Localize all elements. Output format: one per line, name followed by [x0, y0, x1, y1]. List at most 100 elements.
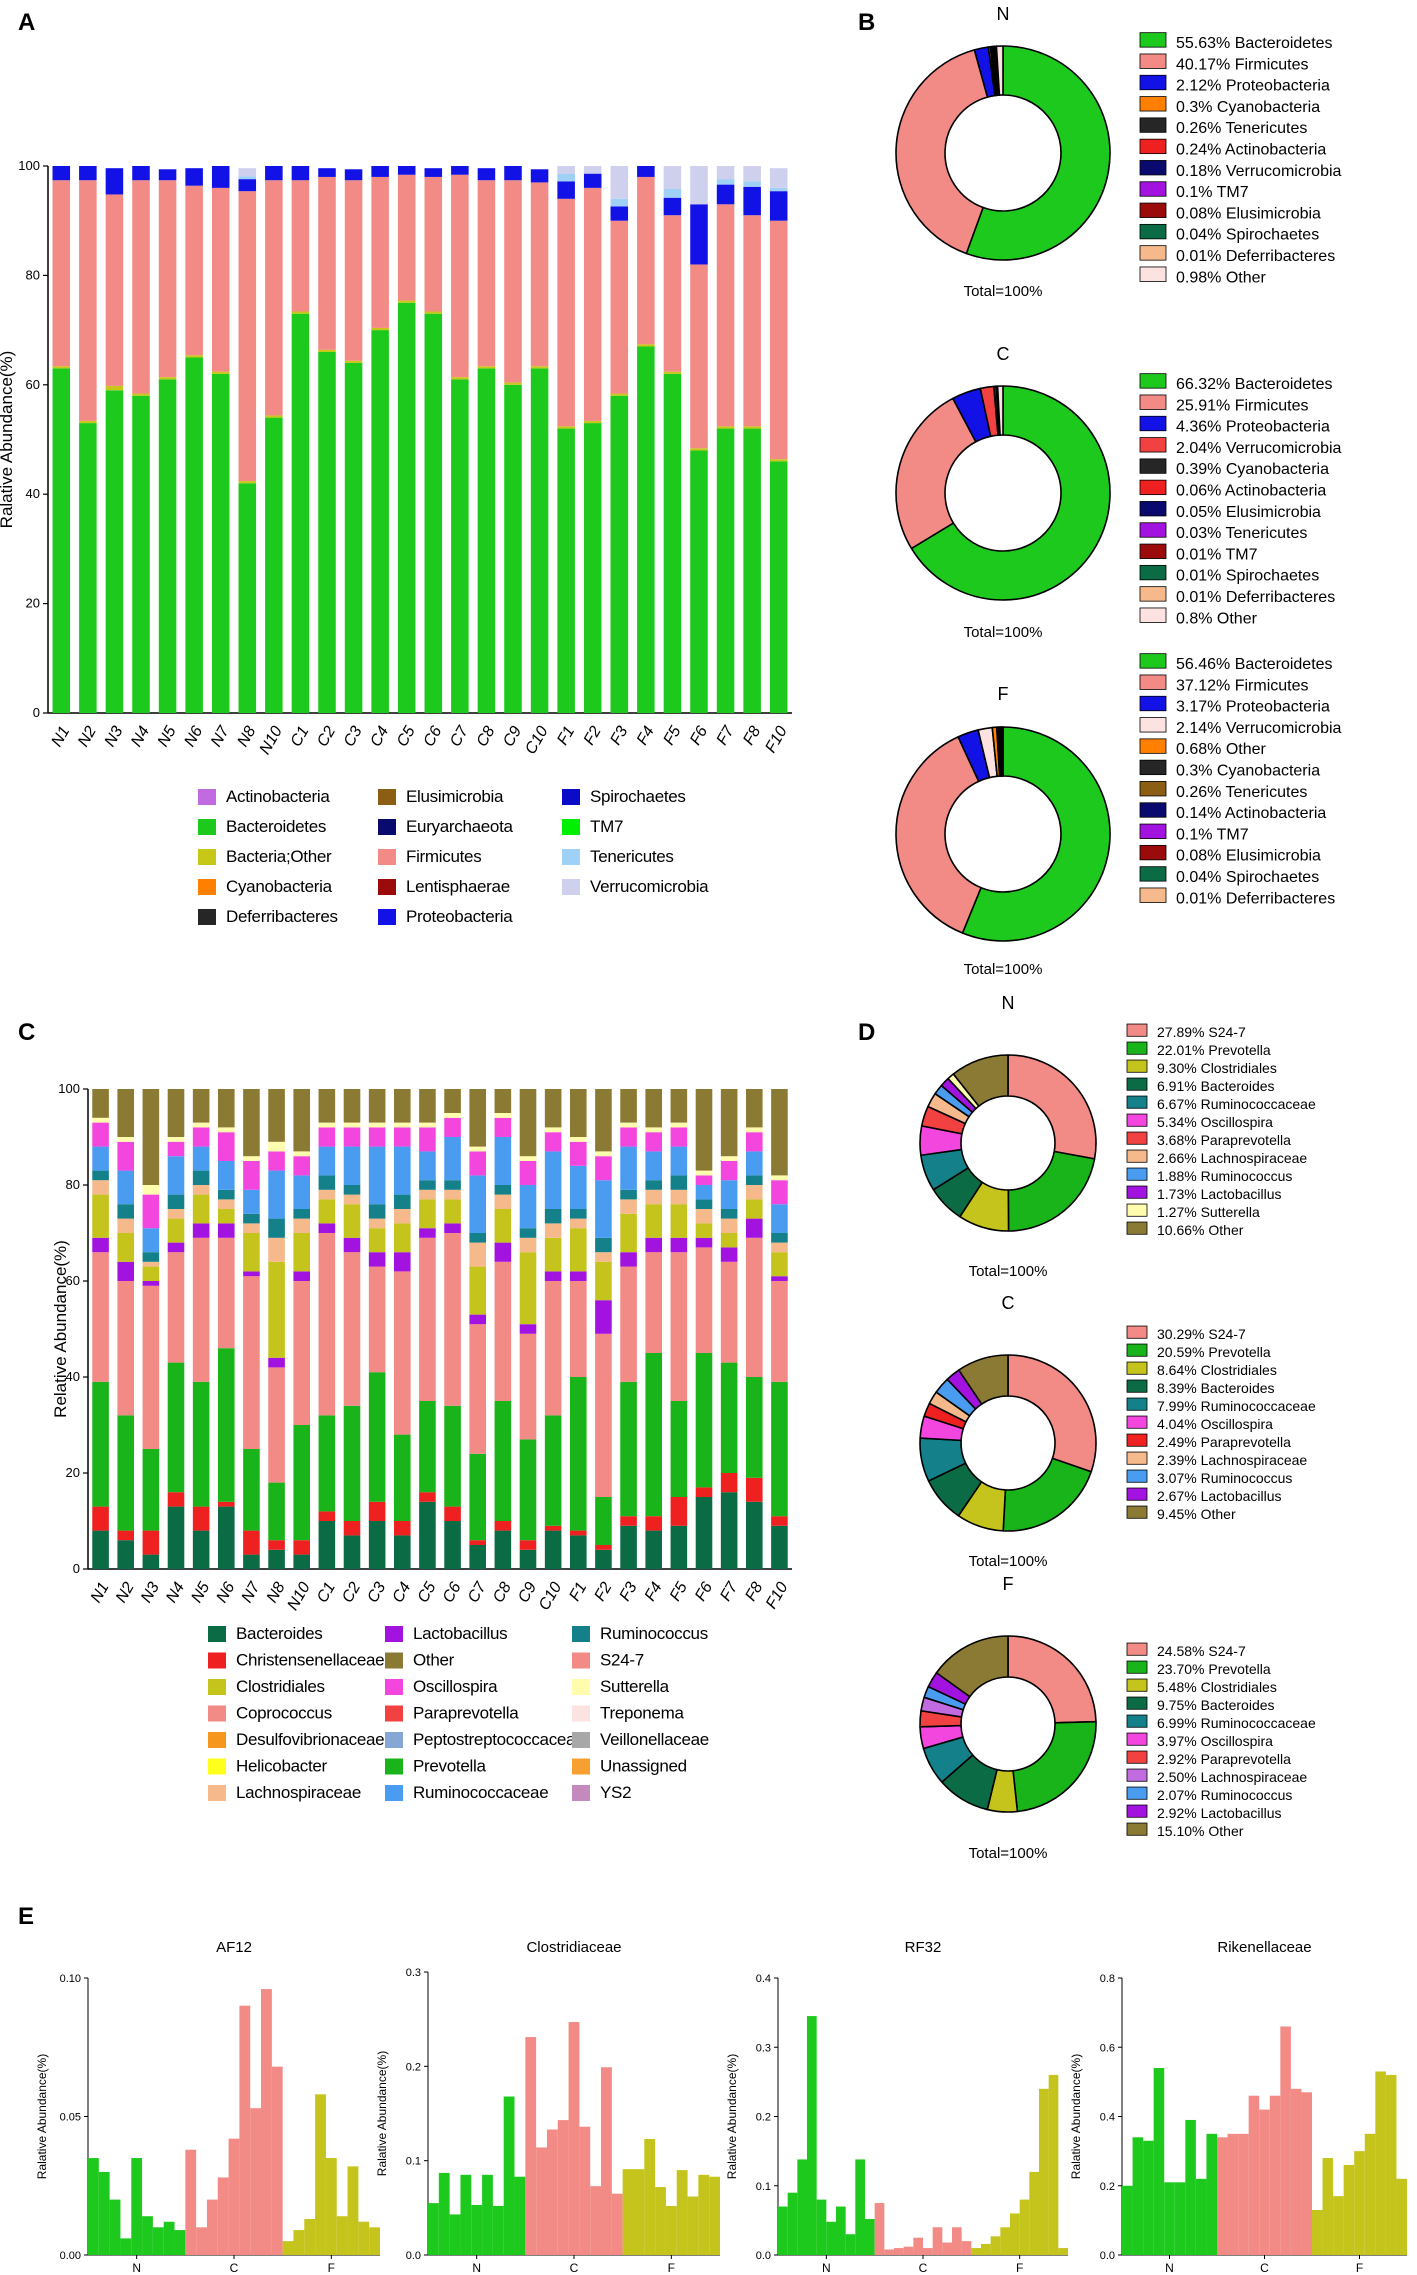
bar-lactobacillus-n8 [268, 1357, 285, 1368]
bar-clostridiales-f2 [595, 1261, 612, 1301]
bar-firmicutes-f6 [690, 264, 708, 449]
bar-ruminococcaceae-c4 [393, 1146, 411, 1195]
bar-ruminococcaceae-f2 [595, 1180, 612, 1238]
bar-c-9 [525, 2037, 537, 2255]
slice-24-58-s24-7 [1007, 1635, 1097, 1724]
bar-bacteria-other-n8 [238, 481, 257, 484]
bar-bacteroides-n5 [192, 1530, 210, 1569]
x-tick-label: C3 [341, 723, 366, 749]
legend-label-8-64-clostridiales: 8.64% Clostridiales [1157, 1362, 1277, 1378]
x-tick-label: N [472, 2261, 481, 2275]
bar-proteobacteria-c2 [318, 168, 336, 177]
legend-label-37-12-firmicutes: 37.12% Firmicutes [1176, 677, 1309, 694]
bar-lactobacillus-f3 [620, 1252, 637, 1267]
bar-bacteroides-c5 [419, 1501, 436, 1569]
bar-bacteria-other-c1 [291, 311, 310, 314]
legend-label-3-68-paraprevotella: 3.68% Paraprevotella [1157, 1132, 1291, 1148]
bar-n-7 [845, 2234, 856, 2255]
bar-f-28 [1048, 2074, 1059, 2255]
bar-proteobacteria-n3 [105, 168, 124, 195]
legend-label-0-01-tm7: 0.01% TM7 [1176, 546, 1258, 563]
legend-swatch-0-01-tm7 [1139, 543, 1167, 559]
legend-swatch-proteobacteria [378, 909, 396, 925]
bar-christensenellaceae-c1 [318, 1511, 336, 1521]
x-tick-label: F [1356, 2261, 1363, 2275]
legend-swatch-0-68-other [1139, 738, 1167, 754]
bar-prevotella-f5 [670, 1401, 688, 1497]
bar-f-18 [1312, 2209, 1323, 2255]
bar-clostridiales-c9 [519, 1252, 537, 1325]
bar-ruminococcaceae-n5 [192, 1146, 210, 1171]
bar-christensenellaceae-f6 [695, 1487, 713, 1497]
legend-label-elusimicrobia: Elusimicrobia [406, 787, 504, 806]
bar-bacteria-other-n7 [211, 371, 230, 374]
bar-oscillospira-c6 [444, 1117, 461, 1137]
bar-n-6 [1185, 2119, 1196, 2255]
bar-clostridiales-f5 [670, 1204, 688, 1238]
legend-swatch-sutterella [572, 1679, 590, 1695]
bar-bacteria-other-c5 [397, 300, 416, 303]
legend-label-0-08-elusimicrobia: 0.08% Elusimicrobia [1176, 848, 1321, 865]
bar-bacteria-other-f4 [637, 344, 655, 347]
legend-swatch-22-01-prevotella [1126, 1041, 1148, 1055]
y-tick-label: 80 [66, 1177, 80, 1192]
legend-swatch-0-01-spirochaetes [1139, 564, 1167, 581]
x-tick-label: N4 [163, 1579, 188, 1605]
legend-swatch-ruminococcus [572, 1626, 590, 1642]
bar-sutterella-n6 [217, 1127, 235, 1133]
bar-ruminococcus-f3 [620, 1189, 637, 1200]
donut-total: Total=100% [964, 624, 1043, 641]
legend-swatch-2-67-lactobacillus [1126, 1487, 1148, 1501]
bar-christensenellaceae-f10 [771, 1516, 788, 1526]
legend-label-paraprevotella: Paraprevotella [413, 1704, 519, 1723]
y-tick-label: 0.0 [406, 2250, 421, 2262]
bar-ruminococcaceae-c9 [519, 1185, 537, 1229]
bar-f-24 [347, 2166, 359, 2255]
bar-lactobacillus-n2 [117, 1261, 135, 1281]
bar-firmicutes-c4 [371, 176, 389, 328]
bar-sutterella-f7 [720, 1156, 738, 1161]
legend-label-coprococcus: Coprococcus [236, 1704, 332, 1723]
bar-lachnospiraceae-n8 [268, 1237, 285, 1262]
legend-swatch-0-01-deferribacteres [1139, 245, 1167, 261]
legend-swatch-24-58-s24-7 [1126, 1642, 1148, 1656]
bar-ruminococcus-c2 [343, 1185, 361, 1195]
x-tick-label: N10 [257, 723, 286, 757]
bar-n-5 [1174, 2182, 1186, 2255]
bar-bacteroidetes-f1 [557, 428, 575, 713]
bar-s24-7-n6 [217, 1237, 235, 1349]
x-tick-label: N6 [213, 1579, 238, 1605]
bar-clostridiales-n5 [192, 1194, 210, 1224]
bar-bacteroides-c9 [519, 1549, 537, 1569]
bar-f-25 [698, 2174, 710, 2255]
bar-lachnospiraceae-c7 [469, 1242, 487, 1267]
legend-swatch-9-30-clostridiales [1126, 1059, 1148, 1073]
x-tick-label: C [1260, 2261, 1269, 2275]
bar-firmicutes-n4 [132, 180, 150, 394]
bar-ruminococcaceae-f7 [720, 1180, 738, 1209]
bar-bacteria-other-n5 [158, 377, 177, 380]
bar-verrucomicrobia-f1 [557, 166, 575, 174]
bar-lactobacillus-c6 [444, 1223, 461, 1233]
y-tick-label: 100 [18, 158, 40, 173]
bar-s24-7-f1 [569, 1281, 587, 1377]
legend-swatch-spirochaetes [562, 789, 580, 805]
bar-ruminococcus-f5 [670, 1175, 688, 1190]
bar-bacteroides-f8 [745, 1501, 763, 1569]
bar-bacteroidetes-f6 [690, 450, 708, 713]
bar-clostridiales-n10 [293, 1233, 311, 1272]
bar-sutterella-c3 [368, 1122, 386, 1128]
legend-label-0-01-deferribacteres: 0.01% Deferribacteres [1176, 248, 1335, 265]
bar-bacteria-other-f10 [769, 459, 788, 462]
bar-christensenellaceae-f5 [670, 1497, 688, 1526]
y-tick-label: 40 [26, 486, 40, 501]
bar-bacteroides-n10 [293, 1554, 311, 1569]
legend-label-sutterella: Sutterella [600, 1677, 670, 1696]
slice-25-91-firmicutes [895, 397, 977, 550]
legend-swatch-treponema [572, 1705, 590, 1722]
legend-label-clostridiales: Clostridiales [236, 1677, 325, 1696]
bar-oscillospira-f2 [595, 1156, 612, 1181]
bar-other-c2 [343, 1089, 361, 1123]
bar-clostridiales-n7 [243, 1233, 260, 1272]
x-tick-label: C [919, 2261, 928, 2275]
